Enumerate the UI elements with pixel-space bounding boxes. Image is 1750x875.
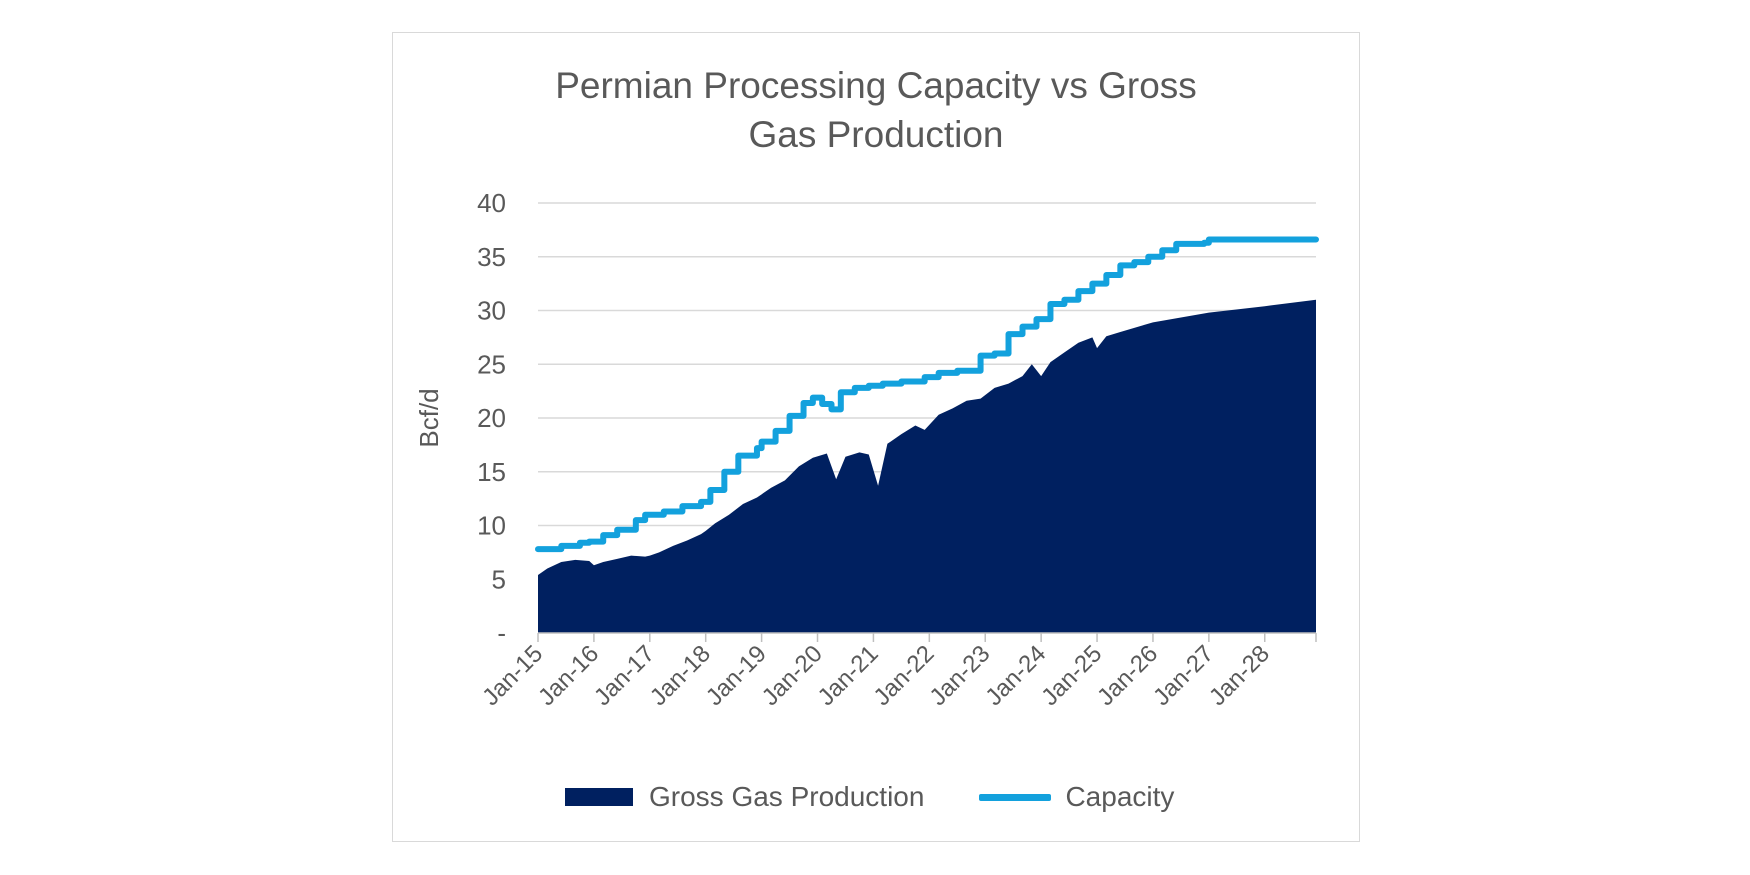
- x-tick-label: Jan-22: [869, 640, 940, 711]
- legend-item-capacity: Capacity: [979, 781, 1174, 813]
- plot-area: - 5 10 15 20 25 30 35 40 Jan-15Jan-16Jan-17Jan-18…: [414, 188, 1319, 711]
- x-tick-label: Jan-27: [1148, 640, 1219, 711]
- x-tick-label: Jan-16: [533, 640, 604, 711]
- y-tick-label: 40: [477, 188, 506, 218]
- series-line-capacity: [535, 236, 1319, 553]
- x-tick-label: Jan-23: [924, 640, 995, 711]
- y-tick-label: 15: [477, 457, 506, 487]
- x-tick-label: Jan-26: [1092, 640, 1163, 711]
- chart-title-line-2: Gas Production: [748, 114, 1004, 155]
- y-tick-label: -: [497, 618, 506, 648]
- chart-title-line-1: Permian Processing Capacity vs Gross: [555, 65, 1197, 106]
- legend-swatch-production: [565, 788, 633, 806]
- x-tick-label: Jan-28: [1204, 640, 1275, 711]
- y-tick-label: 35: [477, 242, 506, 272]
- x-tick-label: Jan-19: [701, 640, 772, 711]
- y-tick-label: 10: [477, 511, 506, 541]
- legend-item-production: Gross Gas Production: [565, 781, 924, 813]
- x-tick-label: Jan-24: [980, 640, 1051, 711]
- x-tick-label: Jan-21: [813, 640, 884, 711]
- chart-title: Permian Processing Capacity vs Gross Gas…: [393, 61, 1359, 159]
- x-tick-label: Jan-25: [1036, 640, 1107, 711]
- y-tick-label: 25: [477, 349, 506, 379]
- y-tick-label: 5: [492, 564, 506, 594]
- y-tick-label: 30: [477, 296, 506, 326]
- y-axis-title: Bcf/d: [414, 388, 444, 447]
- x-tick-label: Jan-17: [589, 640, 660, 711]
- series-area-gross-gas-production: [538, 299, 1316, 633]
- y-tick-label: 20: [477, 403, 506, 433]
- chart-frame: Permian Processing Capacity vs Gross Gas…: [392, 32, 1360, 842]
- legend-label-production: Gross Gas Production: [649, 781, 925, 812]
- x-tick-label: Jan-15: [477, 640, 548, 711]
- x-tick-label: Jan-20: [757, 640, 828, 711]
- legend-swatch-capacity: [979, 793, 1052, 801]
- legend-label-capacity: Capacity: [1065, 781, 1175, 812]
- x-tick-label: Jan-18: [645, 640, 716, 711]
- legend: Gross Gas Production Capacity: [565, 777, 1229, 817]
